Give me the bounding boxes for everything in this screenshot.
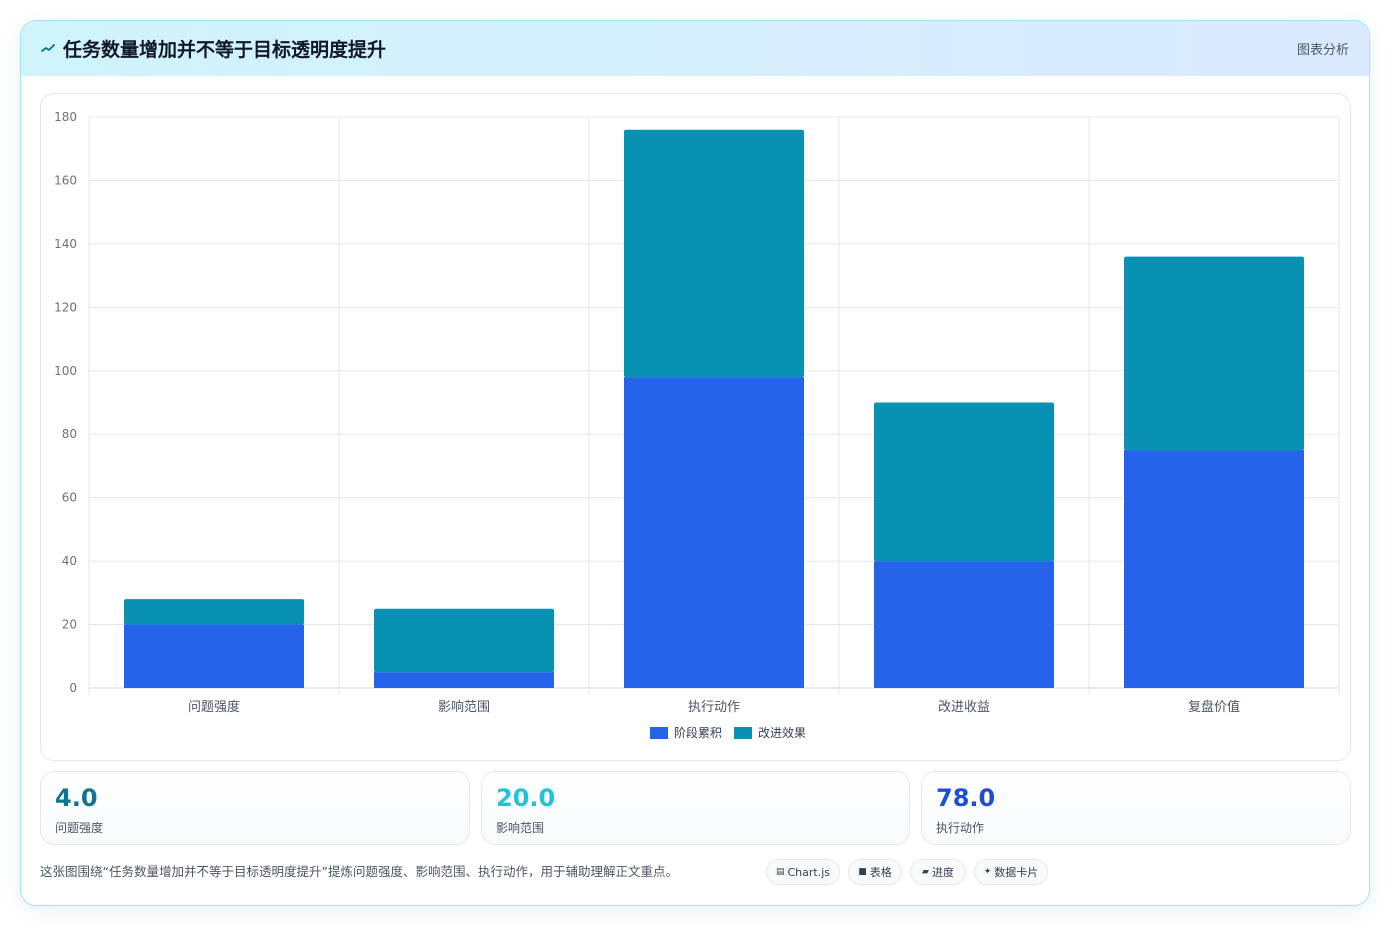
chart-note: 这张图围绕“任务数量增加并不等于目标透明度提升”提炼问题强度、影响范围、执行动作… [40,864,678,879]
chartjs-pill[interactable]: ▤ Chart.js [766,859,840,885]
table-icon: ■ [858,867,867,877]
bar-segment [1124,256,1304,451]
y-tick-label: 140 [54,237,77,251]
pill-label: Chart.js [787,865,831,879]
y-tick-label: 60 [62,491,77,505]
y-tick-label: 40 [62,554,77,568]
x-tick-label: 问题强度 [188,699,240,715]
stat-label: 影响范围 [496,821,545,835]
chart-title: 任务数量增加并不等于目标透明度提升 [63,39,387,61]
stat-value: 78.0 [936,784,996,812]
analysis-tag: 图表分析 [1296,43,1349,58]
legend-swatch [650,727,668,739]
bar-segment [374,672,554,688]
stat-card-2: 20.0 影响范围 [481,771,910,845]
bar-segment [624,129,804,378]
y-tick-label: 180 [54,110,77,124]
sparkle-icon: ✦ [983,867,992,877]
bar-segment [1124,450,1304,688]
legend-label: 阶段累积 [674,725,722,740]
stat-label: 执行动作 [936,821,985,835]
y-tick-label: 160 [54,173,77,187]
x-tick-label: 执行动作 [688,700,740,715]
x-tick-label: 影响范围 [438,699,490,715]
stat-label: 问题强度 [55,821,104,835]
pill-label: 数据卡片 [994,866,1039,879]
pill-label: 表格 [869,866,892,879]
pill-label: 进度 [931,866,954,879]
y-tick-label: 20 [62,618,77,632]
table-pill[interactable]: ■ 表格 [848,859,902,885]
y-tick-label: 0 [69,681,77,695]
bar-segment [124,599,304,625]
bar-segment [624,377,804,688]
chart-panel: 0 20 40 60 80 100 120 140 160 180 问题强度 影响范围 执行动作 改进收益… [40,93,1351,761]
y-tick-label: 80 [62,427,77,441]
y-tick-label: 100 [54,364,77,378]
data-card-pill[interactable]: ✦ 数据卡片 [974,859,1048,885]
x-tick-label: 改进收益 [938,700,990,715]
y-tick-label: 120 [54,300,77,314]
bar-segment [874,402,1054,562]
stacked-bar-chart: 0 20 40 60 80 100 120 140 160 180 问题强度 影响范围 执行动作 改进收益… [54,110,1340,740]
progress-pill[interactable]: ▰ 进度 [910,859,966,885]
legend-label: 改进效果 [758,725,806,740]
progress-icon: ▰ [922,867,929,877]
card-header: 任务数量增加并不等于目标透明度提升 图表分析 [21,21,1369,76]
chart-card: 任务数量增加并不等于目标透明度提升 图表分析 0 20 40 60 80 100 120 14… [20,20,1370,906]
stat-value: 4.0 [55,784,98,812]
legend-swatch [734,727,752,739]
chart-icon: ▤ [775,867,785,877]
stat-card-3: 78.0 执行动作 [921,771,1351,845]
bar-segment [374,608,554,673]
trend-line-icon [41,44,55,52]
bar-segment [124,624,304,688]
stat-value: 20.0 [496,784,556,812]
bar-segment [874,561,1054,688]
x-tick-label: 复盘价值 [1188,699,1240,715]
stat-card-1: 4.0 问题强度 [40,771,470,845]
